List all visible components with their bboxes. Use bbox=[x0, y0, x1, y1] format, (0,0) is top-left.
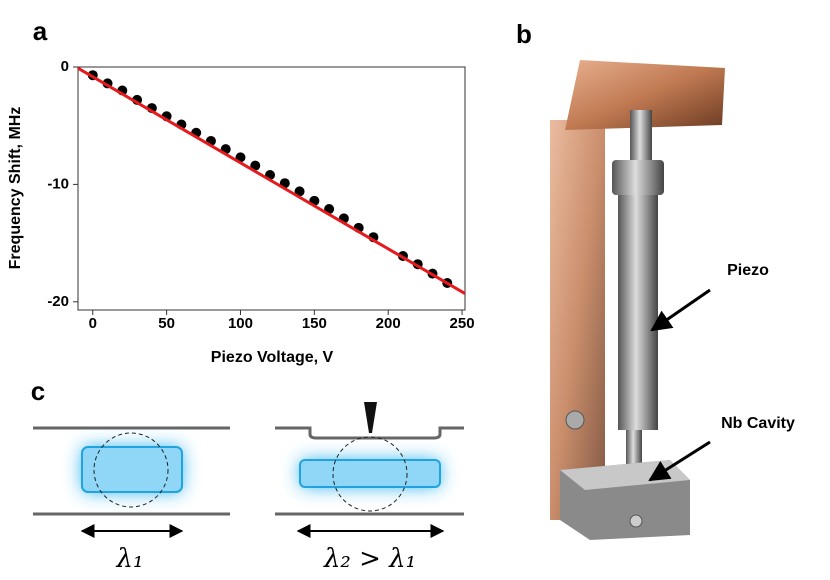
y-tick-label: 0 bbox=[61, 58, 69, 75]
mode bbox=[81, 446, 183, 493]
piezo-tube bbox=[618, 195, 658, 430]
x-tick-label: 100 bbox=[228, 315, 253, 332]
x-tick-label: 0 bbox=[89, 315, 97, 332]
mode bbox=[299, 459, 441, 488]
x-tick-label: 200 bbox=[376, 315, 401, 332]
plot: Piezo Voltage, V Frequency Shift, MHz 0 5… bbox=[7, 58, 474, 366]
panel-label: c bbox=[31, 376, 45, 406]
screw-head bbox=[629, 514, 643, 528]
photo-label: Piezo bbox=[727, 262, 769, 279]
copper-block bbox=[565, 60, 725, 130]
plot-frame bbox=[77, 66, 466, 311]
panel-label: b bbox=[516, 19, 532, 49]
photo bbox=[550, 60, 725, 540]
needle bbox=[364, 402, 377, 433]
x-tick-label: 50 bbox=[158, 315, 175, 332]
data-point bbox=[294, 186, 305, 197]
screw bbox=[630, 110, 652, 165]
mode-circle bbox=[332, 436, 408, 512]
data-point bbox=[250, 160, 261, 171]
x-tick-label: 150 bbox=[302, 315, 327, 332]
y-tick-label: -10 bbox=[47, 175, 69, 192]
mode-circle bbox=[93, 432, 169, 508]
panel-label: a bbox=[33, 16, 48, 46]
wall-indented bbox=[275, 426, 464, 440]
x-axis-label: Piezo Voltage, V bbox=[211, 349, 334, 366]
y-tick-label: -20 bbox=[47, 293, 69, 310]
diagram-label: λ₂ > λ₁ bbox=[323, 544, 416, 574]
y-axis-label: Frequency Shift, MHz bbox=[7, 107, 24, 270]
diagram bbox=[33, 402, 464, 538]
copper-frame bbox=[550, 120, 605, 520]
arrow bbox=[650, 288, 711, 332]
fit-line bbox=[77, 66, 466, 295]
post bbox=[565, 410, 585, 430]
x-tick-label: 250 bbox=[450, 315, 475, 332]
arrow bbox=[648, 440, 711, 482]
diagram-label: λ₁ bbox=[116, 544, 144, 574]
clamp bbox=[612, 160, 664, 195]
photo-label: Nb Cavity bbox=[721, 415, 795, 432]
